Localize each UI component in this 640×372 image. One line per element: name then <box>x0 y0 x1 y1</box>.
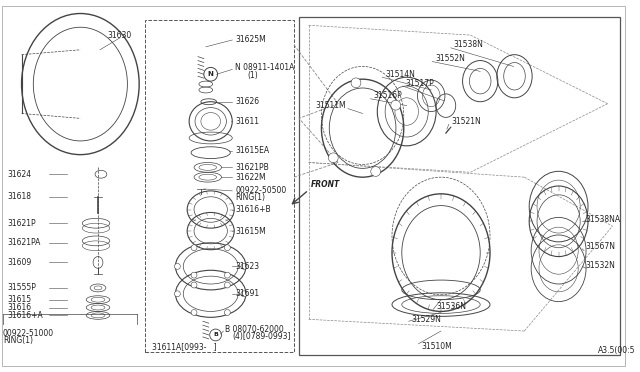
Text: 00922-50500: 00922-50500 <box>236 186 287 195</box>
Text: 31511M: 31511M <box>316 101 346 110</box>
Text: 31691: 31691 <box>236 289 259 298</box>
Text: 31616: 31616 <box>8 303 32 312</box>
Text: 31517P: 31517P <box>406 78 435 87</box>
Text: N 08911-1401A: N 08911-1401A <box>236 63 294 72</box>
Text: 00922-51000: 00922-51000 <box>3 330 54 339</box>
Text: 31624: 31624 <box>8 170 32 179</box>
Text: 31538NA: 31538NA <box>585 215 620 224</box>
Text: 31529N: 31529N <box>412 315 442 324</box>
Text: 31621PB: 31621PB <box>236 163 269 172</box>
Text: 31615EA: 31615EA <box>236 146 269 155</box>
Circle shape <box>241 291 247 297</box>
Text: 31621P: 31621P <box>8 219 36 228</box>
Text: 31516P: 31516P <box>373 92 402 100</box>
Text: 31618: 31618 <box>8 192 32 201</box>
Text: 31616+B: 31616+B <box>236 205 271 214</box>
Circle shape <box>225 245 230 251</box>
Text: RING(1): RING(1) <box>236 193 265 202</box>
Text: 31514N: 31514N <box>385 70 415 79</box>
Text: RING(1): RING(1) <box>3 336 33 345</box>
Circle shape <box>175 263 180 269</box>
Text: B: B <box>213 333 218 337</box>
Circle shape <box>225 282 230 288</box>
Text: B 08070-62000: B 08070-62000 <box>225 325 284 334</box>
Circle shape <box>391 100 401 110</box>
Text: 31623: 31623 <box>236 262 259 271</box>
Text: 31626: 31626 <box>236 97 259 106</box>
Circle shape <box>191 310 197 315</box>
Text: 31555P: 31555P <box>8 283 36 292</box>
Text: 31536N: 31536N <box>436 302 466 311</box>
Text: 31621PA: 31621PA <box>8 238 41 247</box>
Text: 31521N: 31521N <box>452 117 481 126</box>
Circle shape <box>191 282 197 288</box>
Text: 31630: 31630 <box>108 31 132 39</box>
Text: A3.5(00:5: A3.5(00:5 <box>598 346 636 355</box>
Circle shape <box>225 310 230 315</box>
Text: 31538N: 31538N <box>454 41 484 49</box>
Text: 31567N: 31567N <box>585 242 615 251</box>
Text: 31622M: 31622M <box>236 173 266 182</box>
Circle shape <box>191 272 197 278</box>
Circle shape <box>225 272 230 278</box>
Circle shape <box>241 263 247 269</box>
Text: 31616+A: 31616+A <box>8 311 44 320</box>
Circle shape <box>210 329 221 341</box>
Text: 31611A[0993-   ]: 31611A[0993- ] <box>152 342 216 351</box>
Circle shape <box>204 67 218 81</box>
Circle shape <box>328 153 338 163</box>
Text: 31510M: 31510M <box>421 342 452 351</box>
Text: 31615M: 31615M <box>236 227 266 235</box>
Text: 31532N: 31532N <box>585 261 615 270</box>
Text: 31552N: 31552N <box>435 54 465 63</box>
Circle shape <box>371 167 381 176</box>
Text: 31609: 31609 <box>8 258 32 267</box>
Text: 31615: 31615 <box>8 295 32 304</box>
Text: FRONT: FRONT <box>310 180 340 189</box>
Circle shape <box>191 245 197 251</box>
Text: N: N <box>208 71 214 77</box>
Text: 31625M: 31625M <box>236 35 266 45</box>
Text: (4)[0789-0993]: (4)[0789-0993] <box>232 333 291 341</box>
Text: 31611: 31611 <box>236 117 259 126</box>
Circle shape <box>175 291 180 297</box>
Circle shape <box>351 78 361 88</box>
Text: (1): (1) <box>247 71 258 80</box>
